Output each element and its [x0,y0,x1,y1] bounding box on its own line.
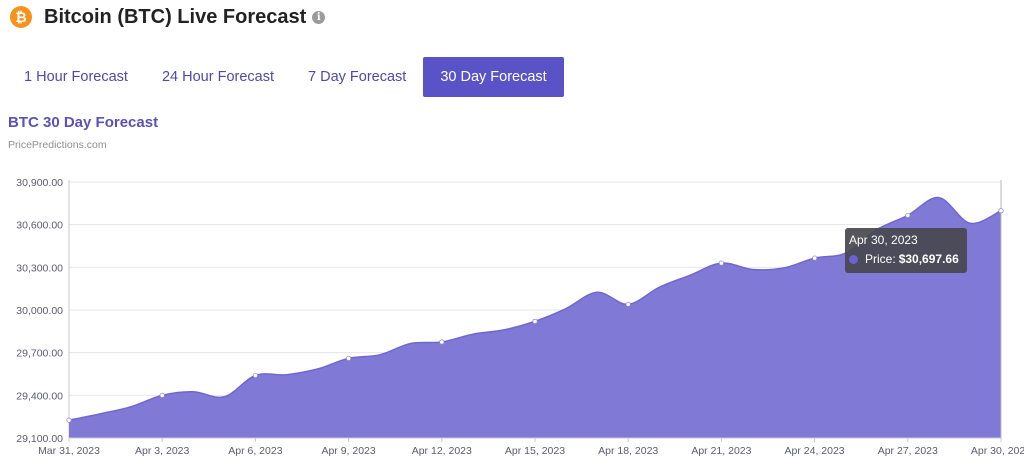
data-point [532,318,538,324]
y-tick-label: 29,700.00 [16,348,63,360]
x-tick-label: Apr 9, 2023 [321,445,375,457]
y-tick-label: 30,900.00 [16,177,63,189]
y-tick-label: 29,400.00 [16,390,63,402]
tooltip-series-dot [849,254,858,264]
tooltip-row: Price: $30,697.66 [849,252,959,266]
data-point [718,260,725,266]
tab-30-day-forecast[interactable]: 30 Day Forecast [423,57,564,97]
data-point [66,417,72,423]
x-tick-label: Apr 27, 2023 [878,445,938,457]
bitcoin-logo-icon: ₿ [10,6,32,28]
forecast-tabs: 1 Hour Forecast 24 Hour Forecast 7 Day F… [7,57,564,97]
page-header: ₿ Bitcoin (BTC) Live Forecast i [10,4,326,30]
x-tick-label: Apr 30, 2023 [971,445,1024,457]
data-point [439,339,445,345]
x-tick-label: Apr 18, 2023 [598,445,658,457]
tooltip-date: Apr 30, 2023 [849,233,918,247]
x-tick-label: Apr 15, 2023 [505,445,565,457]
tooltip-label: Price: [865,252,896,266]
price-area [69,197,1001,438]
data-point [345,355,352,361]
data-point [811,255,818,261]
chart-tooltip: Apr 30, 2023 Price: $30,697.66 [845,228,967,273]
page-title: Bitcoin (BTC) Live Forecast [44,5,307,28]
data-point [252,372,258,379]
x-tick-label: Apr 24, 2023 [785,445,845,457]
data-point [998,208,1004,214]
tab-24-hour-forecast[interactable]: 24 Hour Forecast [161,69,274,85]
x-tick-label: Apr 12, 2023 [412,445,472,457]
tooltip-value: $30,697.66 [898,252,959,266]
y-tick-label: 30,600.00 [16,220,63,232]
data-point [905,212,911,219]
x-tick-label: Mar 31, 2023 [38,445,100,457]
data-point [159,392,165,398]
chart-subtitle: PricePredictions.com [8,139,107,151]
tab-1-hour-forecast[interactable]: 1 Hour Forecast [24,69,128,85]
data-point [625,301,631,307]
y-tick-label: 30,000.00 [16,305,63,317]
info-icon[interactable]: i [312,10,326,24]
x-tick-label: Apr 6, 2023 [228,445,282,457]
chart-title: BTC 30 Day Forecast [8,114,159,131]
x-tick-label: Apr 3, 2023 [135,445,189,457]
x-tick-label: Apr 21, 2023 [691,445,751,457]
tab-7-day-forecast[interactable]: 7 Day Forecast [308,69,407,85]
y-tick-label: 29,100.00 [16,433,63,445]
y-tick-label: 30,300.00 [16,262,63,274]
